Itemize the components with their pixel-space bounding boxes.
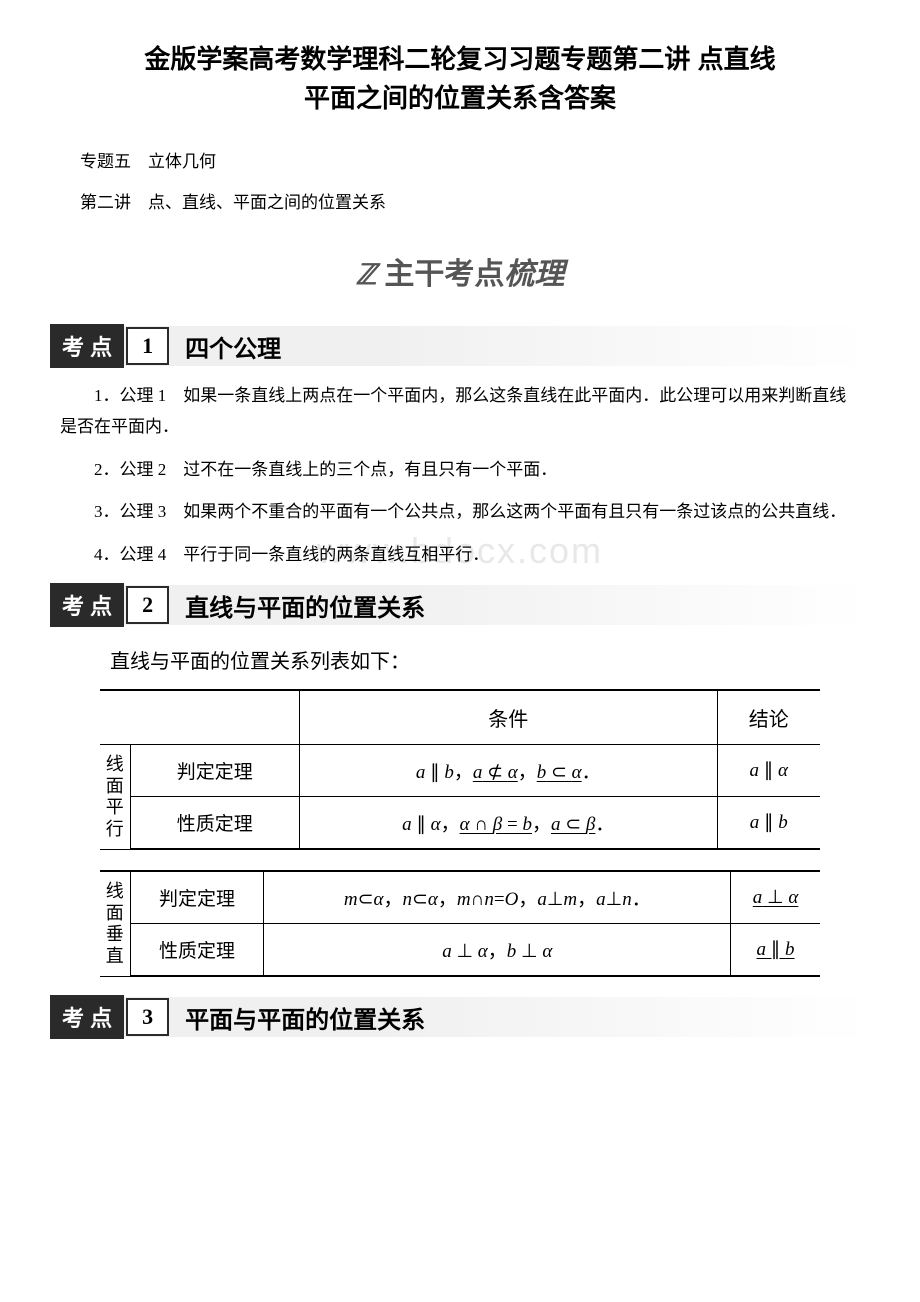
table-group-parallel: 线面平行: [100, 745, 130, 850]
table-row-result: a ∥ α: [717, 745, 820, 797]
axiom-3: 3．公理 3 如果两个不重合的平面有一个公共点，那么这两个平面有且只有一条过该点…: [50, 497, 870, 528]
table-row-result: a ∥ b: [717, 797, 820, 850]
table-row-result: a ⊥ α: [731, 871, 820, 924]
table-row-condition: a ∥ b，a ⊄ α，b ⊂ α．: [299, 745, 717, 797]
table-row-result: a ∥ b: [731, 924, 820, 977]
table-intro: 直线与平面的位置关系列表如下：: [110, 645, 870, 674]
axiom-2: 2．公理 2 过不在一条直线上的三个点，有且只有一个平面．: [50, 455, 870, 486]
table-header-condition: 条件: [299, 690, 717, 745]
subtitle-lecture: 第二讲 点、直线、平面之间的位置关系: [80, 189, 870, 216]
title-line-1: 金版学案高考数学理科二轮复习习题专题第二讲 点直线: [50, 40, 870, 79]
kaodian-label: 考 点: [50, 995, 124, 1039]
document-title: 金版学案高考数学理科二轮复习习题专题第二讲 点直线 平面之间的位置关系含答案: [50, 40, 870, 118]
kaodian-number: 2: [126, 586, 169, 624]
table-row-type: 性质定理: [130, 924, 264, 977]
axiom-4: 4．公理 4 平行于同一条直线的两条直线互相平行．: [50, 540, 870, 571]
kaodian-label: 考 点: [50, 583, 124, 627]
kaodian-2-header: 考 点 2 直线与平面的位置关系: [50, 585, 870, 625]
subtitle-topic: 专题五 立体几何: [80, 148, 870, 175]
section-banner: ℤ主干考点梳理: [50, 241, 870, 301]
table-row-condition: m⊂α，n⊂α，m∩n=O，a⊥m，a⊥n．: [264, 871, 731, 924]
kaodian-3-header: 考 点 3 平面与平面的位置关系: [50, 997, 870, 1037]
banner-text-plain: 主干考点: [384, 258, 504, 291]
table-header-conclusion: 结论: [717, 690, 820, 745]
table-group-perpendicular: 线面垂直: [100, 871, 130, 976]
table-row-type: 判定定理: [130, 871, 264, 924]
kaodian-number: 1: [126, 327, 169, 365]
banner-text-fancy: 梳理: [504, 258, 564, 291]
table-row-type: 性质定理: [130, 797, 299, 850]
kaodian-title: 四个公理: [185, 329, 281, 364]
line-plane-parallel-table: 条件 结论 线面平行 判定定理 a ∥ b，a ⊄ α，b ⊂ α． a ∥ α…: [100, 689, 820, 850]
table-row-type: 判定定理: [130, 745, 299, 797]
kaodian-1-header: 考 点 1 四个公理: [50, 326, 870, 366]
kaodian-label: 考 点: [50, 324, 124, 368]
line-plane-perpendicular-table: 线面垂直 判定定理 m⊂α，n⊂α，m∩n=O，a⊥m，a⊥n． a ⊥ α 性…: [100, 870, 820, 977]
table-header-empty: [100, 690, 299, 745]
z-icon: ℤ: [356, 260, 377, 291]
table-row-condition: a ⊥ α，b ⊥ α: [264, 924, 731, 977]
kaodian-title: 直线与平面的位置关系: [185, 588, 425, 623]
kaodian-title: 平面与平面的位置关系: [185, 1000, 425, 1035]
axiom-1: 1．公理 1 如果一条直线上两点在一个平面内，那么这条直线在此平面内．此公理可以…: [50, 381, 870, 442]
table-row-condition: a ∥ α，α ∩ β = b，a ⊂ β．: [299, 797, 717, 850]
kaodian-number: 3: [126, 998, 169, 1036]
title-line-2: 平面之间的位置关系含答案: [50, 79, 870, 118]
